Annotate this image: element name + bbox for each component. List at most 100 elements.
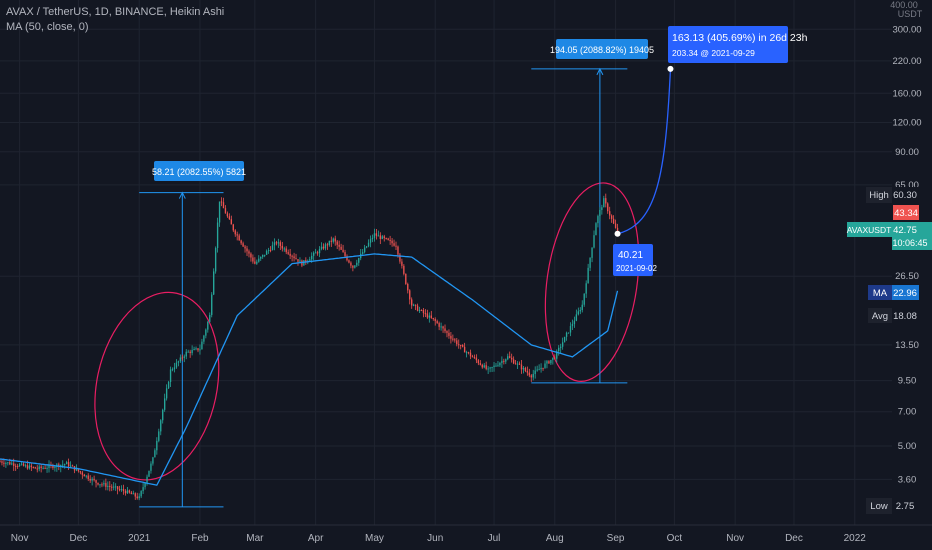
chart-legend: AVAX / TetherUS, 1D, BINANCE, Heikin Ash… <box>6 5 224 35</box>
candle <box>358 258 360 263</box>
time-axis: Nov Dec 2021 Feb Mar Apr May Jun Jul Aug Sep Oct Nov… <box>11 533 867 544</box>
candle <box>389 239 391 241</box>
price-tick: 9.50 <box>898 376 917 387</box>
candle <box>260 256 262 259</box>
candle <box>163 398 166 410</box>
candle <box>375 233 378 236</box>
svg-text:Avg: Avg <box>872 311 888 322</box>
svg-text:42.75: 42.75 <box>893 225 917 236</box>
candle <box>240 240 242 244</box>
candle <box>332 238 334 242</box>
candle <box>75 468 78 471</box>
candle <box>228 216 231 220</box>
candle <box>328 240 331 246</box>
candle <box>528 372 531 376</box>
candle <box>305 260 307 262</box>
candle <box>242 243 244 247</box>
candle <box>273 242 276 246</box>
candle <box>5 462 7 464</box>
candle <box>218 201 221 223</box>
candle <box>510 357 513 360</box>
candle <box>356 262 358 266</box>
candle <box>587 267 589 284</box>
candle <box>548 361 550 364</box>
candle <box>299 260 301 262</box>
candle <box>234 230 236 235</box>
price-tick: 7.00 <box>898 407 917 418</box>
candle <box>248 251 250 254</box>
last-price-badge: 43.34 <box>893 205 919 220</box>
time-tick: 2021 <box>128 533 151 544</box>
candle <box>352 265 354 268</box>
candle <box>195 348 197 350</box>
candle <box>13 463 15 466</box>
highlight-ellipse <box>544 182 640 382</box>
candle <box>193 348 195 350</box>
candle <box>85 475 87 477</box>
candle <box>277 242 280 244</box>
candle <box>610 215 613 219</box>
candle <box>379 235 382 239</box>
candle <box>132 493 134 495</box>
time-tick: Jul <box>488 533 501 544</box>
svg-text:AVAXUSDT: AVAXUSDT <box>847 225 892 235</box>
candle <box>418 310 421 312</box>
candle <box>289 253 291 256</box>
candle <box>550 359 552 364</box>
candle <box>412 304 415 306</box>
candle <box>309 259 311 261</box>
candle <box>156 440 158 451</box>
symbol-legend: AVAX / TetherUS, 1D, BINANCE, Heikin Ash… <box>6 6 225 18</box>
candle <box>30 465 33 468</box>
candle <box>471 356 474 358</box>
candle <box>383 236 385 239</box>
candle <box>507 356 509 360</box>
candle <box>69 465 72 467</box>
svg-text:10:06:45: 10:06:45 <box>892 238 927 248</box>
candle <box>538 369 540 371</box>
candle <box>387 238 389 240</box>
ma-legend: MA (50, close, 0) <box>6 21 89 33</box>
time-tick: Nov <box>726 533 744 544</box>
candle <box>116 486 119 490</box>
candle <box>36 468 38 470</box>
candle <box>324 244 327 249</box>
candle <box>318 249 321 254</box>
candle <box>238 235 240 241</box>
candle <box>524 367 527 371</box>
candle <box>22 463 25 466</box>
candle <box>405 273 407 284</box>
candle <box>438 323 440 327</box>
candle <box>3 462 5 464</box>
candle <box>9 462 11 465</box>
low-badge: Low 2.75 <box>866 498 918 514</box>
candle <box>518 363 521 365</box>
candle <box>612 218 615 224</box>
candle <box>271 245 274 251</box>
candle <box>111 486 113 488</box>
candle <box>140 491 142 497</box>
high-badge: High 60.30 <box>866 187 918 203</box>
candle <box>440 326 442 328</box>
candle <box>593 235 595 248</box>
candle <box>281 245 283 249</box>
candle <box>128 490 131 493</box>
candle <box>120 489 123 491</box>
candle <box>28 465 31 469</box>
candle <box>40 466 42 469</box>
candle <box>24 465 27 467</box>
candle <box>479 363 481 365</box>
candle <box>220 201 223 203</box>
candle <box>461 345 464 347</box>
candle <box>62 464 64 466</box>
candle <box>542 367 544 369</box>
time-tick: Nov <box>11 533 29 544</box>
time-tick: 2022 <box>844 533 867 544</box>
candle <box>369 239 372 243</box>
candle <box>142 487 144 492</box>
candle <box>424 313 427 315</box>
candle <box>385 238 387 240</box>
candle <box>283 248 285 250</box>
candle <box>224 208 227 214</box>
